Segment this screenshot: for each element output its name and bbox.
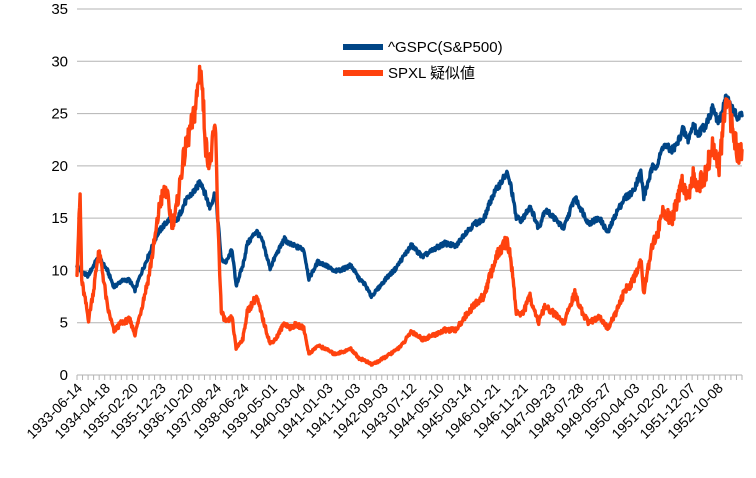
legend-label-spxl: SPXL 疑似値 bbox=[388, 65, 475, 82]
y-tick-label: 20 bbox=[51, 158, 68, 175]
y-tick-label: 30 bbox=[51, 53, 68, 70]
y-axis-tick-labels: 0 5 10 15 20 25 30 35 bbox=[51, 1, 68, 384]
y-tick-label: 0 bbox=[60, 367, 68, 384]
series-lines bbox=[75, 64, 744, 367]
y-tick-label: 5 bbox=[60, 315, 68, 332]
y-tick-label: 15 bbox=[51, 210, 68, 227]
series-line-gspc bbox=[75, 93, 744, 300]
legend: ^GSPC(S&P500) SPXL 疑似値 bbox=[343, 39, 503, 82]
y-tick-label: 25 bbox=[51, 106, 68, 123]
legend-label-gspc: ^GSPC(S&P500) bbox=[388, 39, 503, 56]
series-line-spxl bbox=[75, 64, 744, 367]
y-tick-label: 10 bbox=[51, 262, 68, 279]
y-tick-label: 35 bbox=[51, 1, 68, 18]
